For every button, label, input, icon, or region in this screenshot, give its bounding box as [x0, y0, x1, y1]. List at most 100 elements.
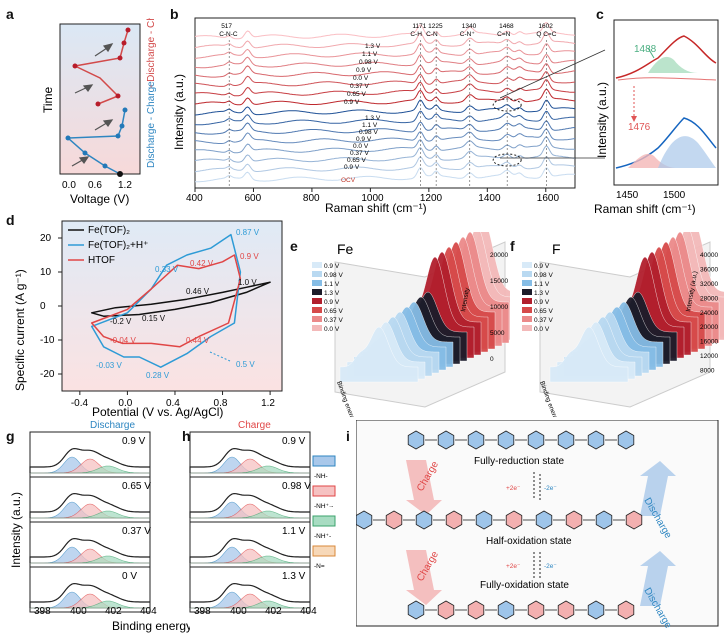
panel-b-vlabel-bottom-5: 0.37 V [350, 150, 369, 157]
d-ann-6: -0.2 V [110, 317, 132, 326]
f-legend-swatch-1 [522, 271, 532, 277]
panel-b-vlabel-bottom-6: 0.65 V [347, 157, 366, 164]
panel-b: 1.3 V1.1 V0.98 V0.9 V0.0 V0.37 V0.65 V0.… [172, 17, 576, 215]
g-xtick-0: 398 [34, 606, 51, 617]
panel-a: Time Discharge - Charge - Discharge - Ch… [41, 18, 157, 206]
panel-d-lines [90, 233, 271, 368]
d-ytick-1: 10 [40, 267, 52, 278]
panel-b-vlabel-bottom-2: 0.98 V [359, 129, 378, 136]
h-stack-voltage-3: 1.3 V [282, 571, 306, 582]
g-stack-voltage-1: 0.65 V [122, 481, 151, 492]
h-stack-voltage-1: 0.98 V [282, 481, 311, 492]
chain-full-reduction [407, 430, 635, 450]
e-legend-label-2: 1.1 V [324, 281, 340, 288]
panel-b-xtick-4: 1200 [420, 193, 443, 204]
h-legend-2: -NH⁺- [314, 533, 331, 540]
h-xtick-0: 398 [194, 606, 211, 617]
panel-a-ylabel: Time [41, 86, 55, 113]
panel-b-xtick-1: 600 [244, 193, 261, 204]
panel-e-label: e [290, 238, 298, 254]
f-zticks-1: 36000 [700, 266, 718, 273]
panel-b-xtick-0: 400 [186, 193, 203, 204]
panel-f-waterfall [549, 232, 724, 383]
d-xtick-3: 0.8 [214, 398, 228, 409]
g-xtick-3: 404 [140, 606, 157, 617]
e-legend-swatch-5 [312, 307, 322, 313]
g-stack-voltage-3: 0 V [122, 571, 137, 582]
h-stack-envelope-0 [189, 447, 310, 473]
panel-f-title: F [552, 241, 561, 257]
h-stack-voltage-0: 0.9 V [282, 436, 306, 447]
panel-e-waterfall [339, 232, 510, 383]
panel-b-xtick-6: 1600 [537, 193, 560, 204]
panel-b-vlabel-top-5: 0.37 V [350, 83, 369, 90]
f-zticks-7: 12000 [700, 353, 718, 360]
f-legend-swatch-2 [522, 280, 532, 286]
e-legend-label-6: 0.37 V [324, 317, 343, 324]
panel-g-ylabel: Intensity (a.u.) [9, 492, 23, 568]
e-legend-label-3: 1.3 V [324, 290, 340, 297]
f-zticks-8: 8000 [700, 368, 715, 375]
panel-g: Discharge 0.9 V 0.65 V 0.37 V 0 V Intensity… [9, 420, 190, 633]
f-zticks-3: 28000 [700, 295, 718, 302]
h-legend-3: -N= [314, 563, 325, 570]
panel-e: Fe 0.9 V 0.98 V 1.1 V 1.3 V 0.9 V 0.65 V 0.37 … [312, 232, 510, 417]
h-legend-1: -NH⁺·- [314, 503, 333, 510]
panel-b-xtick-5: 1400 [478, 193, 501, 204]
panel-b-peakname-1: C-H [410, 31, 422, 38]
panel-c: 1488 1476 Intensity (a.u.) 1450 1500 Ram… [594, 19, 719, 215]
panel-b-vlabel-bottom-7: 0.9 V [344, 164, 360, 171]
d-ann-4: 0.46 V [186, 287, 210, 296]
panel-b-spectrum-10 [194, 71, 576, 87]
f-legend-label-1: 0.98 V [534, 272, 553, 279]
panel-f: F 0.9 V 0.98 V 1.1 V 1.3 V 0.9 V 0.65 V 0.37 V… [522, 232, 724, 417]
f-legend-label-2: 1.1 V [534, 281, 550, 288]
f-zticks-6: 16000 [700, 339, 718, 346]
e-zticks-2: 10000 [490, 304, 508, 311]
panel-a-xlabel: Voltage (V) [70, 192, 129, 206]
panel-b-spectra: 1.3 V1.1 V0.98 V0.9 V0.0 V0.37 V0.65 V0.… [194, 22, 576, 183]
d-xtick-4: 1.2 [261, 398, 275, 409]
h-stack-box-3 [189, 566, 311, 613]
f-zticks-0: 40000 [700, 252, 718, 259]
panel-b-vlabel-top-3: 0.9 V [356, 67, 372, 74]
f-zticks-2: 32000 [700, 281, 718, 288]
panel-b-vlabel-top-6: 0.65 V [347, 91, 366, 98]
d-ytick-3: -10 [40, 335, 55, 346]
g-xtick-2: 402 [105, 606, 122, 617]
panel-b-peakpos-4: 1468 [499, 23, 514, 30]
panel-g-label: g [6, 428, 15, 444]
h-xtick-3: 404 [300, 606, 317, 617]
e-legend-swatch-0 [312, 262, 322, 268]
d-ann-7: 0.15 V [142, 314, 166, 323]
i-e-plus-1: +2e⁻ [506, 485, 521, 492]
panel-b-vlabel-bottom-4: 0.0 V [353, 143, 369, 150]
panel-g-title: Discharge [90, 420, 135, 431]
e-legend-swatch-3 [312, 289, 322, 295]
panel-h-title: Charge [238, 420, 271, 431]
d-ann-10: -0.03 V [96, 361, 122, 370]
g-stack-envelope-2 [29, 537, 150, 563]
d-xtick-0: -0.4 [71, 398, 89, 409]
panel-b-peakpos-2: 1225 [428, 23, 443, 30]
d-ann-0: 0.87 V [236, 228, 260, 237]
legend-htof: HTOF [88, 255, 115, 266]
panel-b-highlight-top [492, 98, 522, 112]
d-xtick-2: 0.4 [166, 398, 180, 409]
e-legend-swatch-2 [312, 280, 322, 286]
d-ann-5: 1.0 V [238, 278, 257, 287]
panel-b-peakname-5: Q C=C [536, 31, 556, 38]
f-legend-label-5: 0.65 V [534, 308, 553, 315]
d-ann-3: 0.9 V [240, 252, 259, 261]
panel-b-xtick-2: 800 [303, 193, 320, 204]
panel-d-series-2 [90, 254, 242, 348]
f-legend-swatch-5 [522, 307, 532, 313]
panel-b-spectrum-1 [194, 156, 576, 173]
state-1: Fully-reduction state [474, 456, 564, 467]
e-legend-label-7: 0.0 V [324, 326, 340, 333]
panel-a-rot-blue: Discharge - Charge [146, 81, 157, 168]
panel-c-xlabel: Raman shift (cm⁻¹) [594, 202, 696, 215]
f-legend-label-0: 0.9 V [534, 263, 550, 270]
panel-b-peakpos-3: 1340 [462, 23, 477, 30]
panel-d-ylabel: Specific current (A g⁻¹) [13, 269, 27, 391]
